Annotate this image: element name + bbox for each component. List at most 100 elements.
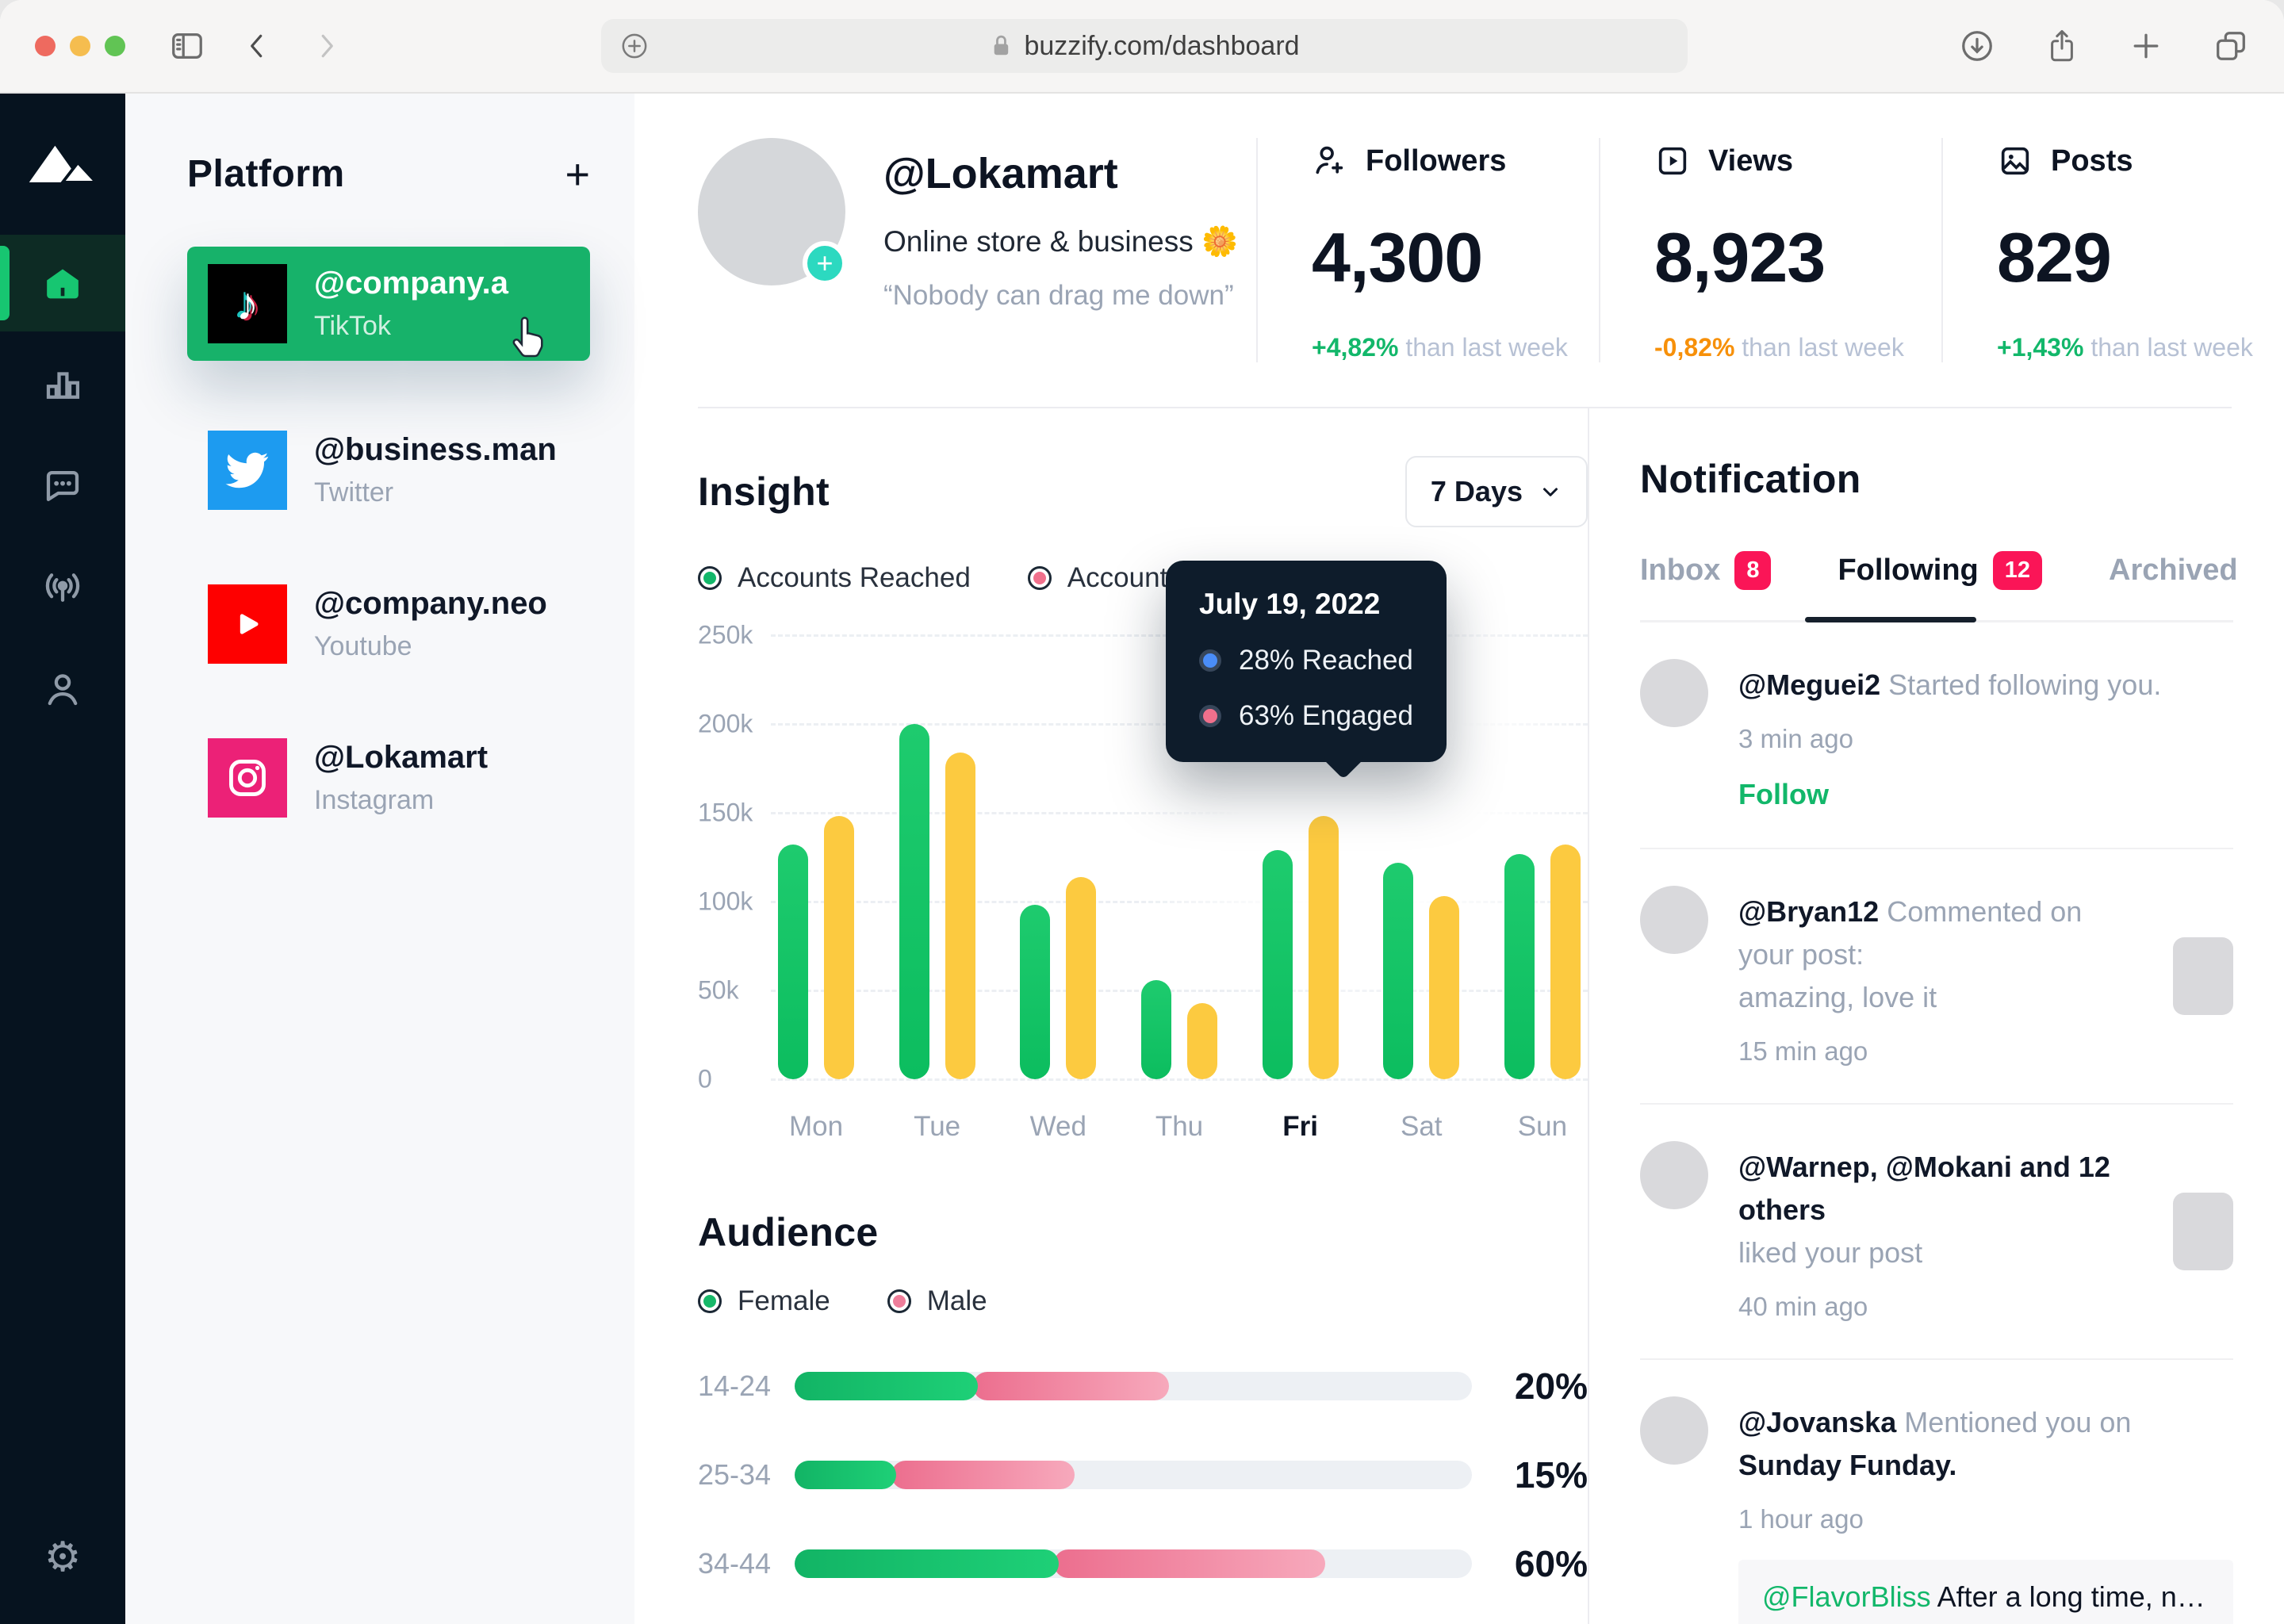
downloads-icon[interactable] <box>1959 28 1995 64</box>
bar-reached-tue[interactable] <box>899 724 929 1079</box>
app-logo <box>25 138 101 184</box>
bar-reached-fri[interactable] <box>1262 850 1293 1079</box>
bar-reached-sat[interactable] <box>1383 862 1414 1079</box>
notification-list: @Meguei2 Started following you. 3 min ag… <box>1640 622 2233 1624</box>
tab-inbox[interactable]: Inbox 8 <box>1640 551 1772 590</box>
page-actions-icon[interactable] <box>619 30 650 62</box>
account-network: TikTok <box>314 311 391 341</box>
bar-engaged-mon[interactable] <box>824 816 854 1079</box>
notification-item[interactable]: @Jovanska Mentioned you on Sunday Funday… <box>1640 1360 2233 1624</box>
tiktok-icon: ♪ <box>208 264 287 343</box>
notification-item[interactable]: @Bryan12 Commented on your post: amazing… <box>1640 849 2233 1105</box>
x-label-tue[interactable]: Tue <box>914 1111 961 1142</box>
bar-engaged-wed[interactable] <box>1066 876 1097 1079</box>
x-label-sat[interactable]: Sat <box>1401 1111 1443 1142</box>
account-handle: @company.neo <box>314 586 547 621</box>
gridline <box>771 1078 1588 1081</box>
tab-overview-icon[interactable] <box>2213 28 2249 64</box>
address-bar[interactable]: buzzify.com/dashboard <box>601 19 1688 73</box>
forward-button[interactable] <box>308 27 346 65</box>
profile-quote: “Nobody can drag me down” <box>883 280 1234 311</box>
nav-item-home[interactable] <box>0 235 125 331</box>
bar-engaged-thu[interactable] <box>1186 1002 1217 1079</box>
bar-engaged-sat[interactable] <box>1429 896 1460 1079</box>
reply-preview[interactable]: @FlavorBliss After a long time, now is t… <box>1738 1560 2233 1624</box>
audience-track <box>795 1461 1472 1489</box>
views-icon <box>1658 147 1687 175</box>
nav-item-profile[interactable] <box>0 641 125 737</box>
bar-engaged-sun[interactable] <box>1550 845 1581 1079</box>
zoom-window-button[interactable] <box>105 36 125 56</box>
tab-archived[interactable]: Archived <box>2109 551 2238 590</box>
x-label-sun[interactable]: Sun <box>1517 1111 1568 1142</box>
share-icon[interactable] <box>2044 28 2079 64</box>
post-thumbnail[interactable] <box>2173 1193 2233 1270</box>
account-item-instagram[interactable]: @Lokamart Instagram <box>187 721 590 835</box>
minimize-window-button[interactable] <box>70 36 90 56</box>
timestamp: 1 hour ago <box>1738 1504 1864 1534</box>
nav-item-broadcast[interactable] <box>0 539 125 636</box>
female-bar <box>795 1549 1060 1578</box>
twitter-icon <box>208 431 287 510</box>
insight-section: Insight 7 Days Accounts Reached <box>698 408 1596 1624</box>
platform-title: Platform <box>187 153 345 195</box>
stat-views: Views 8,923 -0,82% than last week <box>1599 138 1941 362</box>
close-window-button[interactable] <box>35 36 56 56</box>
bar-reached-sun[interactable] <box>1504 853 1535 1079</box>
sidebar-toggle-icon[interactable] <box>168 27 206 65</box>
reached-dot-icon <box>698 566 722 590</box>
stat-label: Views <box>1708 144 1794 178</box>
broadcast-icon <box>45 573 80 602</box>
insight-chart: 250k 200k 150k 100k 50k 0 July 19, 2022 28% R… <box>698 540 1596 1094</box>
tooltip-reached-dot-icon <box>1199 649 1221 672</box>
chat-icon <box>46 470 79 502</box>
chevron-down-icon <box>1543 488 1558 496</box>
youtube-icon <box>208 584 287 664</box>
bar-group-wed <box>1019 635 1097 1079</box>
profile-bio: Online store & business 🌼 <box>883 225 1239 258</box>
following-badge: 12 <box>1992 551 2043 590</box>
x-label-fri[interactable]: Fri <box>1282 1111 1318 1142</box>
stat-suffix: than last week <box>2083 333 2253 362</box>
stat-value: 829 <box>1997 218 2112 297</box>
settings-gear-icon[interactable]: ⚙ <box>44 1534 82 1580</box>
profile-header: + @Lokamart Online store & business 🌼 “N… <box>698 138 2284 362</box>
bar-reached-mon[interactable] <box>778 845 808 1079</box>
bar-engaged-tue[interactable] <box>945 752 975 1079</box>
x-label-thu[interactable]: Thu <box>1155 1111 1204 1142</box>
chart-x-labels: Mon Tue Wed Thu Fri Sat Sun <box>771 1111 1588 1143</box>
y-tick: 200k <box>698 709 753 738</box>
bar-reached-wed[interactable] <box>1020 905 1051 1079</box>
stat-delta: +1,43% <box>1997 333 2084 362</box>
audience-row-25-34: 25-34 15% <box>698 1454 1588 1496</box>
url-text: buzzify.com/dashboard <box>1024 30 1300 61</box>
x-label-wed[interactable]: Wed <box>1029 1111 1086 1142</box>
bar-engaged-fri[interactable] <box>1308 816 1339 1079</box>
range-dropdown[interactable]: 7 Days <box>1405 456 1588 527</box>
stat-value: 4,300 <box>1312 218 1483 297</box>
notification-item[interactable]: @Meguei2 Started following you. 3 min ag… <box>1640 622 2233 849</box>
follow-button[interactable]: Follow <box>1738 778 1829 810</box>
profile-handle: @Lokamart <box>883 150 1118 197</box>
add-platform-button[interactable]: + <box>565 150 590 198</box>
avatar-add-badge[interactable]: + <box>803 241 847 285</box>
account-item-twitter[interactable]: @business.man Twitter <box>187 413 590 527</box>
nav-item-analytics[interactable] <box>0 336 125 433</box>
male-bar <box>972 1372 1170 1400</box>
y-tick: 50k <box>698 975 739 1005</box>
account-item-tiktok[interactable]: ♪ @company.a TikTok <box>187 247 590 361</box>
bar-reached-thu[interactable] <box>1140 979 1171 1079</box>
bar-group-sun <box>1504 635 1581 1079</box>
new-tab-icon[interactable] <box>2129 29 2163 63</box>
notification-item[interactable]: @Warnep, @Mokani and 12 others liked you… <box>1640 1105 2233 1360</box>
male-bar <box>891 1461 1075 1489</box>
tab-following[interactable]: Following 12 <box>1838 551 2043 590</box>
back-button[interactable] <box>238 27 276 65</box>
account-item-youtube[interactable]: @company.neo Youtube <box>187 567 590 681</box>
y-tick: 100k <box>698 887 753 916</box>
x-label-mon[interactable]: Mon <box>788 1111 844 1142</box>
lock-icon <box>994 35 1009 56</box>
audience-value: 20% <box>1514 1365 1588 1407</box>
post-thumbnail[interactable] <box>2173 937 2233 1015</box>
nav-item-messages[interactable] <box>0 438 125 534</box>
